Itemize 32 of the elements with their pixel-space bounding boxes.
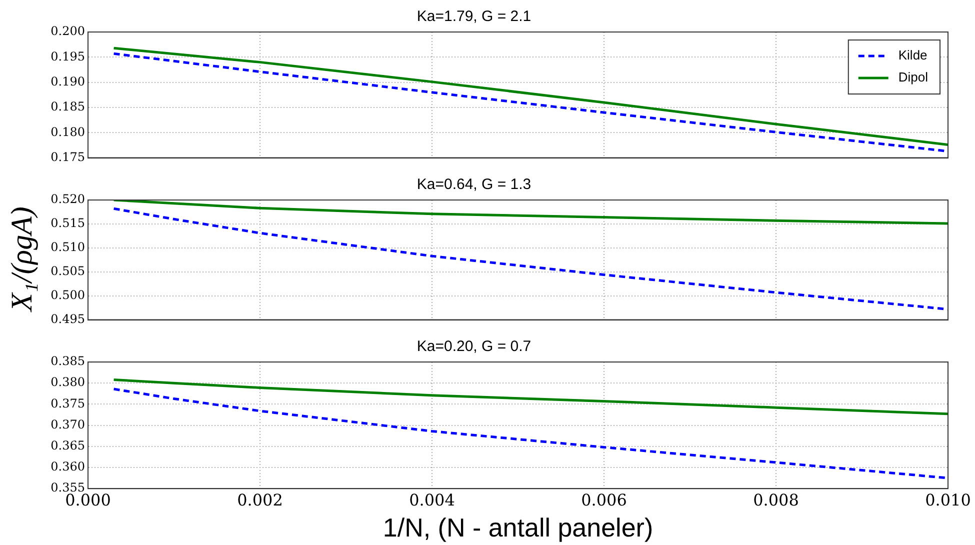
y-tick-label: 0.175	[50, 150, 85, 164]
x-axis-title: 1/N, (N - antall paneler)	[382, 512, 654, 543]
y-tick-label: 0.355	[50, 480, 85, 495]
y-tick-label: 0.180	[50, 124, 85, 139]
y-tick-label: 0.495	[50, 312, 85, 326]
y-tick-label: 0.365	[50, 438, 85, 453]
y-tick-label: 0.375	[50, 396, 85, 410]
y-tick-label: 0.190	[50, 74, 85, 88]
y-tick-label: 0.500	[50, 288, 85, 302]
chart-title: Ka=0.20, G = 0.7	[416, 338, 532, 356]
y-tick-label: 0.515	[50, 216, 85, 230]
x-tick-label: 0.006	[581, 490, 627, 510]
line-series	[112, 388, 948, 480]
x-tick-label: 0.008	[753, 490, 799, 510]
y-tick-label: 0.505	[50, 264, 85, 278]
y-axis-title: X₁/(ρgA)	[4, 206, 39, 312]
y-tick-label: 0.195	[50, 49, 85, 64]
chart-title: Ka=0.64, G = 1.3	[416, 176, 532, 194]
legend-label: Kilde	[898, 48, 928, 63]
y-tick-label: 0.380	[50, 375, 85, 390]
x-tick-label: 0.002	[237, 490, 283, 510]
legend-label: Dipol	[898, 70, 928, 85]
y-tick-label: 0.510	[50, 240, 85, 254]
y-tick-label: 0.385	[50, 354, 85, 368]
y-tick-label: 0.370	[50, 417, 85, 432]
y-tick-label: 0.185	[50, 100, 85, 114]
y-tick-label: 0.360	[50, 460, 85, 474]
y-tick-label: 0.200	[50, 24, 85, 38]
x-tick-label: 0.010	[925, 490, 971, 510]
chart-title: Ka=1.79, G = 2.1	[416, 8, 532, 26]
x-tick-label: 0.004	[409, 490, 455, 510]
y-tick-label: 0.520	[50, 192, 85, 206]
